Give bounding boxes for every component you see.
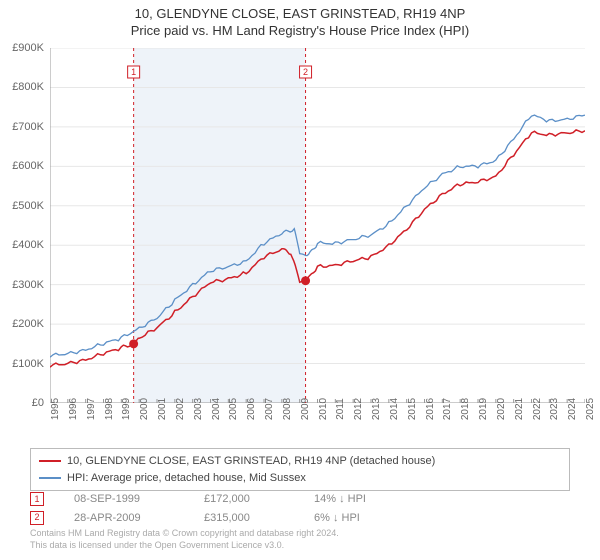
y-tick-label: £300K <box>12 279 44 291</box>
y-axis-labels: £0£100K£200K£300K£400K£500K£600K£700K£80… <box>0 48 48 403</box>
chart-container: 10, GLENDYNE CLOSE, EAST GRINSTEAD, RH19… <box>0 0 600 560</box>
y-tick-label: £200K <box>12 318 44 330</box>
y-tick-label: £0 <box>32 397 44 409</box>
x-tick-label: 2001 <box>157 398 168 420</box>
legend-label: 10, GLENDYNE CLOSE, EAST GRINSTEAD, RH19… <box>67 453 435 470</box>
transaction-delta: 6% ↓ HPI <box>314 509 404 528</box>
y-tick-label: £500K <box>12 200 44 212</box>
y-tick-label: £900K <box>12 42 44 54</box>
x-tick-label: 2020 <box>496 398 507 420</box>
y-tick-label: £100K <box>12 358 44 370</box>
y-tick-label: £800K <box>12 81 44 93</box>
x-tick-label: 2013 <box>371 398 382 420</box>
x-tick-label: 2024 <box>567 398 578 420</box>
legend-row: HPI: Average price, detached house, Mid … <box>39 470 561 487</box>
x-tick-label: 2025 <box>585 398 596 420</box>
legend-label: HPI: Average price, detached house, Mid … <box>67 470 306 487</box>
x-tick-label: 1997 <box>86 398 97 420</box>
transaction-price: £172,000 <box>204 490 284 509</box>
title-subtitle: Price paid vs. HM Land Registry's House … <box>0 23 600 40</box>
x-tick-label: 2012 <box>353 398 364 420</box>
x-tick-label: 2018 <box>460 398 471 420</box>
x-tick-label: 2006 <box>246 398 257 420</box>
x-tick-label: 2022 <box>532 398 543 420</box>
x-tick-label: 2008 <box>282 398 293 420</box>
x-tick-label: 1999 <box>121 398 132 420</box>
transaction-table: 1 08-SEP-1999 £172,000 14% ↓ HPI 2 28-APR-200… <box>30 490 570 527</box>
x-tick-label: 2023 <box>549 398 560 420</box>
x-tick-label: 2014 <box>389 398 400 420</box>
x-tick-label: 1996 <box>68 398 79 420</box>
x-tick-label: 2019 <box>478 398 489 420</box>
svg-text:1: 1 <box>131 67 136 77</box>
y-tick-label: £600K <box>12 160 44 172</box>
x-axis-labels: 1995199619971998199920002001200220032004… <box>50 405 585 445</box>
transaction-badge: 1 <box>30 492 44 506</box>
x-tick-label: 1998 <box>104 398 115 420</box>
x-tick-label: 2010 <box>318 398 329 420</box>
x-tick-label: 2003 <box>193 398 204 420</box>
x-tick-label: 2005 <box>228 398 239 420</box>
transaction-price: £315,000 <box>204 509 284 528</box>
plot-area: 12 <box>50 48 585 403</box>
footer-line1: Contains HM Land Registry data © Crown c… <box>30 528 339 540</box>
footer-line2: This data is licensed under the Open Gov… <box>30 540 339 552</box>
transaction-badge: 2 <box>30 511 44 525</box>
svg-text:2: 2 <box>303 67 308 77</box>
x-tick-label: 2007 <box>264 398 275 420</box>
footer-attribution: Contains HM Land Registry data © Crown c… <box>30 528 339 551</box>
chart-titles: 10, GLENDYNE CLOSE, EAST GRINSTEAD, RH19… <box>0 0 600 40</box>
y-tick-label: £400K <box>12 239 44 251</box>
y-tick-label: £700K <box>12 121 44 133</box>
legend-swatch <box>39 460 61 462</box>
x-tick-label: 2021 <box>514 398 525 420</box>
x-tick-label: 2016 <box>425 398 436 420</box>
x-tick-label: 1995 <box>50 398 61 420</box>
x-tick-label: 2000 <box>139 398 150 420</box>
x-tick-label: 2002 <box>175 398 186 420</box>
legend-swatch <box>39 477 61 479</box>
legend: 10, GLENDYNE CLOSE, EAST GRINSTEAD, RH19… <box>30 448 570 491</box>
x-tick-label: 2009 <box>300 398 311 420</box>
transaction-date: 28-APR-2009 <box>74 509 174 528</box>
title-address: 10, GLENDYNE CLOSE, EAST GRINSTEAD, RH19… <box>0 6 600 23</box>
transaction-row: 2 28-APR-2009 £315,000 6% ↓ HPI <box>30 509 570 528</box>
chart-svg: 12 <box>50 48 585 403</box>
legend-row: 10, GLENDYNE CLOSE, EAST GRINSTEAD, RH19… <box>39 453 561 470</box>
x-tick-label: 2011 <box>335 398 346 420</box>
transaction-row: 1 08-SEP-1999 £172,000 14% ↓ HPI <box>30 490 570 509</box>
transaction-delta: 14% ↓ HPI <box>314 490 404 509</box>
x-tick-label: 2004 <box>211 398 222 420</box>
x-tick-label: 2017 <box>442 398 453 420</box>
transaction-date: 08-SEP-1999 <box>74 490 174 509</box>
x-tick-label: 2015 <box>407 398 418 420</box>
